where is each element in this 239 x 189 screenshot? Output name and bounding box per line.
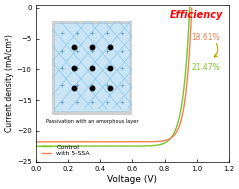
Line: Control: Control xyxy=(36,7,190,146)
X-axis label: Voltage (V): Voltage (V) xyxy=(108,175,158,184)
with 5-SSA xyxy=(163,140,165,142)
Text: Efficiency: Efficiency xyxy=(169,10,223,19)
Control xyxy=(79,145,81,147)
Text: 18.61%: 18.61% xyxy=(191,33,220,42)
Y-axis label: Current density (mA/cm²): Current density (mA/cm²) xyxy=(5,34,14,132)
with 5-SSA xyxy=(93,141,96,143)
Legend: Control, with 5-SSA: Control, with 5-SSA xyxy=(41,143,91,157)
with 5-SSA xyxy=(190,7,193,9)
Text: 21.47%: 21.47% xyxy=(191,63,220,72)
Line: with 5-SSA: with 5-SSA xyxy=(36,8,192,142)
Control xyxy=(63,145,65,147)
with 5-SSA xyxy=(109,141,111,143)
with 5-SSA xyxy=(37,141,40,143)
Control xyxy=(35,145,38,147)
Control xyxy=(188,6,191,9)
Text: Passivation with an amorphous layer: Passivation with an amorphous layer xyxy=(46,119,138,124)
with 5-SSA xyxy=(35,141,38,143)
FancyArrowPatch shape xyxy=(214,43,218,57)
Control xyxy=(97,145,100,147)
Control xyxy=(179,109,182,111)
Control xyxy=(135,145,138,147)
Control xyxy=(38,145,41,147)
with 5-SSA xyxy=(125,141,128,143)
with 5-SSA xyxy=(165,139,168,141)
